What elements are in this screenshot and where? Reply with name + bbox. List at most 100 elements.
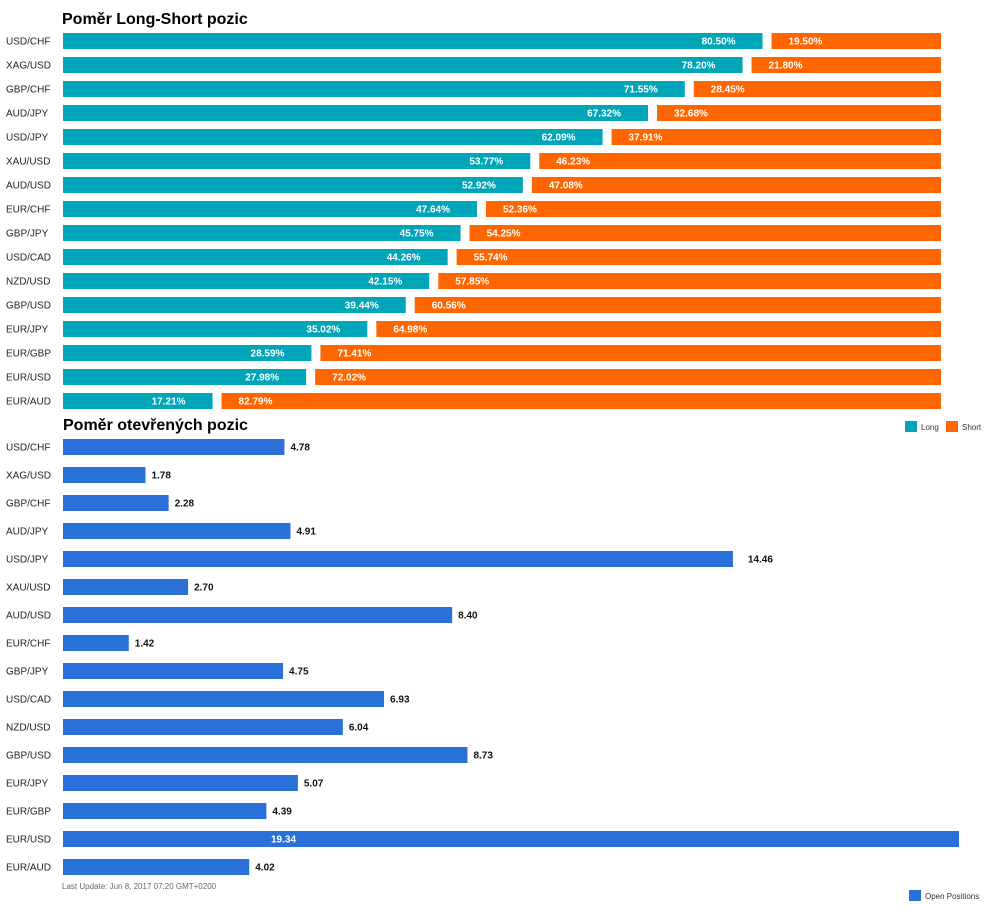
open-positions-bar-eur-gbp [63, 803, 267, 819]
long-bar-xau-usd [63, 153, 531, 169]
ls-category-gbp-usd: GBP/USD [6, 301, 51, 312]
op-category-aud-usd: AUD/USD [6, 611, 51, 622]
op-category-xag-usd: XAG/USD [6, 471, 51, 482]
short-bar-gbp-chf [693, 81, 941, 97]
short-bar-usd-chf [771, 33, 941, 49]
long-short-legend: Long Short [905, 421, 982, 432]
open-positions-bar-usd-chf [63, 439, 285, 455]
short-bar-eur-chf [485, 201, 941, 217]
op-category-eur-chf: EUR/CHF [6, 639, 50, 650]
long-label-gbp-jpy: 45.75% [400, 229, 434, 240]
open-positions-label-eur-jpy: 5.07 [304, 779, 324, 790]
ls-category-eur-usd: EUR/USD [6, 373, 51, 384]
ls-category-eur-gbp: EUR/GBP [6, 349, 51, 360]
long-bar-aud-usd [63, 177, 523, 193]
long-label-gbp-chf: 71.55% [624, 85, 658, 96]
open-positions-bar-nzd-usd [63, 719, 343, 735]
op-category-eur-usd: EUR/USD [6, 835, 51, 846]
open-positions-label-eur-chf: 1.42 [135, 639, 155, 650]
long-label-xau-usd: 53.77% [469, 157, 503, 168]
open-positions-label-usd-jpy: 14.46 [748, 555, 773, 566]
short-label-eur-gbp: 71.41% [337, 349, 371, 360]
short-label-gbp-jpy: 54.25% [487, 229, 521, 240]
open-positions-bar-usd-jpy [63, 551, 733, 567]
short-bar-nzd-usd [438, 273, 941, 289]
open-positions-label-gbp-usd: 8.73 [473, 751, 493, 762]
open-positions-bar-eur-chf [63, 635, 129, 651]
long-label-eur-gbp: 28.59% [251, 349, 285, 360]
long-label-eur-jpy: 35.02% [306, 325, 340, 336]
open-positions-bar-eur-usd [63, 831, 959, 847]
ls-category-eur-chf: EUR/CHF [6, 205, 50, 216]
long-bar-aud-jpy [63, 105, 649, 121]
open-positions-bar-gbp-chf [63, 495, 169, 511]
long-label-usd-cad: 44.26% [387, 253, 421, 264]
op-category-nzd-usd: NZD/USD [6, 723, 50, 734]
open-positions-label-aud-jpy: 4.91 [296, 527, 316, 538]
open-positions-bars: USD/CHF 4.78 XAG/USD 1.78 GBP/CHF 2.28 AUD/JPY… [6, 439, 959, 875]
ls-category-usd-chf: USD/CHF [6, 37, 50, 48]
open-positions-bar-eur-aud [63, 859, 250, 875]
short-label-eur-jpy: 64.98% [393, 325, 427, 336]
short-label-eur-aud: 82.79% [239, 397, 273, 408]
short-bar-aud-usd [531, 177, 941, 193]
open-positions-label-aud-usd: 8.40 [458, 611, 478, 622]
open-positions-bar-gbp-usd [63, 747, 468, 763]
short-label-usd-cad: 55.74% [474, 253, 508, 264]
long-bar-nzd-usd [63, 273, 430, 289]
short-label-xau-usd: 46.23% [556, 157, 590, 168]
legend-short-label: Short [962, 423, 982, 432]
ls-category-aud-jpy: AUD/JPY [6, 109, 49, 120]
long-bar-eur-chf [63, 201, 477, 217]
long-bar-eur-gbp [63, 345, 312, 361]
op-category-eur-jpy: EUR/JPY [6, 779, 49, 790]
long-label-eur-aud: 17.21% [152, 397, 186, 408]
short-bar-aud-jpy [657, 105, 941, 121]
ls-category-eur-aud: EUR/AUD [6, 397, 51, 408]
open-positions-bar-eur-jpy [63, 775, 298, 791]
long-label-nzd-usd: 42.15% [368, 277, 402, 288]
short-bar-gbp-jpy [469, 225, 941, 241]
short-label-xag-usd: 21.80% [769, 61, 803, 72]
short-label-eur-usd: 72.02% [332, 373, 366, 384]
long-label-eur-usd: 27.98% [245, 373, 279, 384]
op-category-usd-cad: USD/CAD [6, 695, 51, 706]
short-bar-usd-jpy [611, 129, 941, 145]
short-bar-xag-usd [751, 57, 941, 73]
long-bar-gbp-usd [63, 297, 406, 313]
short-bar-usd-cad [456, 249, 941, 265]
short-label-aud-usd: 47.08% [549, 181, 583, 192]
long-bar-eur-usd [63, 369, 307, 385]
short-label-aud-jpy: 32.68% [674, 109, 708, 120]
last-update-text: Last Update: Jun 8, 2017 07:20 GMT+0200 [62, 882, 217, 891]
short-bar-eur-usd [315, 369, 941, 385]
long-label-aud-usd: 52.92% [462, 181, 496, 192]
short-label-eur-chf: 52.36% [503, 205, 537, 216]
short-label-gbp-usd: 60.56% [432, 301, 466, 312]
op-category-usd-chf: USD/CHF [6, 443, 50, 454]
open-positions-label-xau-usd: 2.70 [194, 583, 214, 594]
long-short-chart-title: Poměr Long-Short pozic [62, 11, 248, 28]
ls-category-nzd-usd: NZD/USD [6, 277, 50, 288]
open-positions-label-eur-aud: 4.02 [255, 863, 275, 874]
ls-category-gbp-jpy: GBP/JPY [6, 229, 49, 240]
long-bar-xag-usd [63, 57, 743, 73]
legend-open-positions-swatch [909, 890, 921, 901]
short-bar-eur-gbp [320, 345, 941, 361]
op-category-gbp-usd: GBP/USD [6, 751, 51, 762]
op-category-usd-jpy: USD/JPY [6, 555, 49, 566]
short-bar-xau-usd [539, 153, 941, 169]
open-positions-bar-xag-usd [63, 467, 146, 483]
long-bar-usd-cad [63, 249, 448, 265]
open-positions-label-gbp-jpy: 4.75 [289, 667, 309, 678]
open-positions-bar-xau-usd [63, 579, 189, 595]
short-label-nzd-usd: 57.85% [455, 277, 489, 288]
long-short-bars: USD/CHF 80.50% 19.50% XAG/USD 78.20% 21.80% GB… [6, 33, 941, 409]
legend-long-swatch [905, 421, 917, 432]
open-positions-bar-aud-jpy [63, 523, 291, 539]
short-label-usd-chf: 19.50% [789, 37, 823, 48]
long-bar-usd-chf [63, 33, 763, 49]
open-positions-label-usd-chf: 4.78 [290, 443, 310, 454]
long-label-usd-chf: 80.50% [702, 37, 736, 48]
